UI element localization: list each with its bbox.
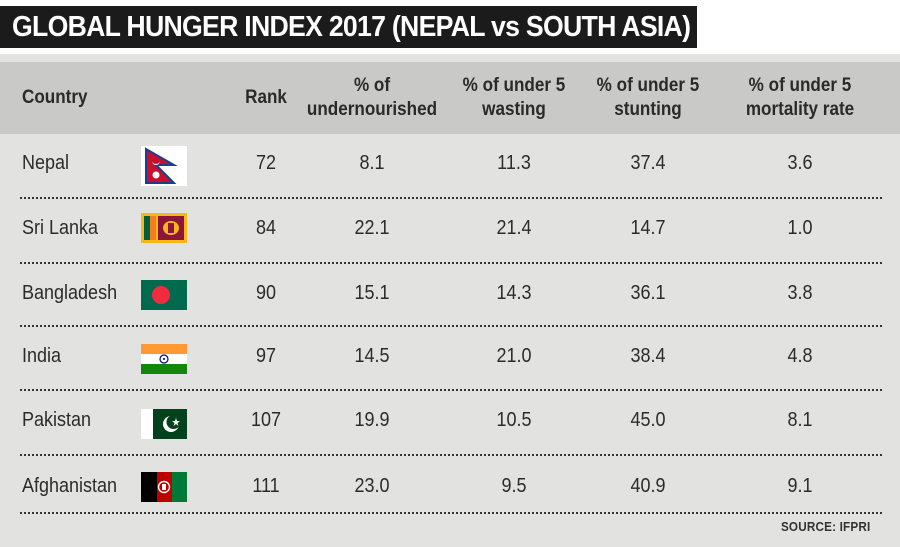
cell-rank: 111 xyxy=(252,475,280,497)
cell-wasting: 9.5 xyxy=(501,475,527,497)
header-mortality-line1: % of under 5 xyxy=(748,75,852,96)
header-wasting: % of under 5 wasting xyxy=(451,62,577,134)
country-name: Bangladesh xyxy=(22,282,118,304)
cell-undernourished: 8.1 xyxy=(359,152,385,174)
cell-undernourished: 22.1 xyxy=(354,217,390,239)
cell-stunting: 45.0 xyxy=(630,409,666,431)
title-background xyxy=(0,6,697,48)
cell-rank: 107 xyxy=(250,409,282,431)
cell-wasting: 21.0 xyxy=(496,345,532,367)
cell-mortality: 4.8 xyxy=(787,345,813,367)
row-divider xyxy=(20,325,882,327)
row-divider xyxy=(20,197,882,199)
cell-mortality: 3.8 xyxy=(787,282,813,304)
row-divider xyxy=(20,512,882,514)
cell-mortality: 1.0 xyxy=(787,217,813,239)
cell-mortality: 9.1 xyxy=(787,475,813,497)
cell-undernourished: 23.0 xyxy=(354,475,390,497)
nepal-flag-svg xyxy=(141,146,187,186)
country-name: Afghanistan xyxy=(22,475,118,497)
chart-title: GLOBAL HUNGER INDEX 2017 (NEPAL vs SOUTH… xyxy=(12,11,691,43)
header-rank: Rank xyxy=(245,87,287,108)
cell-stunting: 38.4 xyxy=(630,345,666,367)
cell-mortality: 8.1 xyxy=(787,409,813,431)
cell-wasting: 11.3 xyxy=(497,152,531,174)
cell-mortality: 3.6 xyxy=(787,152,813,174)
cell-stunting: 14.7 xyxy=(630,217,666,239)
afghanistan-flag xyxy=(141,472,187,502)
country-name: Pakistan xyxy=(22,409,92,431)
cell-stunting: 37.4 xyxy=(630,152,666,174)
nepal-flag xyxy=(141,146,187,186)
bangladesh-flag-svg xyxy=(141,280,187,310)
pakistan-flag xyxy=(141,409,187,439)
country-name: Sri Lanka xyxy=(22,217,99,239)
india-flag xyxy=(141,344,187,374)
sri-lanka-flag-svg xyxy=(141,213,187,243)
cell-wasting: 14.3 xyxy=(496,282,532,304)
row-divider xyxy=(20,262,882,264)
header-mortality-line2: mortality rate xyxy=(745,99,855,120)
cell-undernourished: 14.5 xyxy=(354,345,390,367)
title-bar: GLOBAL HUNGER INDEX 2017 (NEPAL vs SOUTH… xyxy=(0,0,900,50)
header-undernourished-line1: % of xyxy=(353,75,391,96)
row-divider xyxy=(20,454,882,456)
header-undernourished: % of undernourished xyxy=(304,62,441,134)
header-mortality: % of under 5 mortality rate xyxy=(730,62,870,134)
sri-lanka-flag xyxy=(141,213,187,243)
cell-undernourished: 15.1 xyxy=(354,282,390,304)
header-wasting-line2: wasting xyxy=(482,99,546,120)
header-country: Country xyxy=(22,87,88,108)
cell-rank: 97 xyxy=(255,345,277,367)
afghanistan-flag-svg xyxy=(141,472,187,502)
cell-rank: 72 xyxy=(255,152,277,174)
cell-undernourished: 19.9 xyxy=(354,409,390,431)
country-name: India xyxy=(22,345,62,367)
header-wasting-line1: % of under 5 xyxy=(462,75,566,96)
cell-wasting: 21.4 xyxy=(496,217,532,239)
header-undernourished-line2: undernourished xyxy=(306,99,438,120)
cell-wasting: 10.5 xyxy=(496,409,532,431)
header-stunting-line2: stunting xyxy=(614,99,682,120)
cell-rank: 90 xyxy=(255,282,277,304)
row-divider xyxy=(20,389,882,391)
country-name: Nepal xyxy=(22,152,70,174)
table-header xyxy=(0,62,900,134)
pakistan-flag-svg xyxy=(141,409,187,439)
source-note: SOURCE: IFPRI xyxy=(780,519,870,534)
bangladesh-flag xyxy=(141,280,187,310)
header-stunting-line1: % of under 5 xyxy=(596,75,700,96)
cell-stunting: 40.9 xyxy=(630,475,666,497)
india-flag-svg xyxy=(141,344,187,374)
cell-rank: 84 xyxy=(255,217,277,239)
cell-stunting: 36.1 xyxy=(630,282,666,304)
header-stunting: % of under 5 stunting xyxy=(585,62,711,134)
